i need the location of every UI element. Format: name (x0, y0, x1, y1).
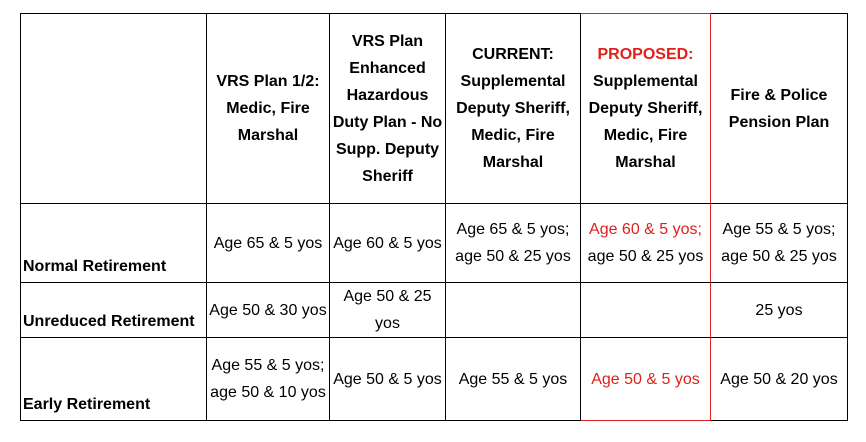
cell-unreduced-proposed (580, 282, 711, 338)
cell-early-enhanced: Age 50 & 5 yos (329, 337, 446, 421)
table-row-unreduced-retirement: Unreduced Retirement Age 50 & 30 yos Age… (20, 282, 848, 338)
retirement-comparison-table: VRS Plan 1/2: Medic, Fire Marshal VRS Pl… (20, 13, 848, 421)
proposed-label: PROPOSED: (597, 46, 694, 63)
cell-unreduced-enhanced: Age 50 & 25 yos (329, 282, 446, 338)
corner-cell (20, 13, 207, 204)
col-header-vrs-enhanced-hazardous: VRS Plan Enhanced Hazardous Duty Plan - … (329, 13, 446, 204)
cell-early-vrs: Age 55 & 5 yos; age 50 & 10 yos (206, 337, 330, 421)
cell-normal-current: Age 65 & 5 yos; age 50 & 25 yos (445, 203, 581, 283)
table-row-early-retirement: Early Retirement Age 55 & 5 yos; age 50 … (20, 337, 848, 421)
cell-normal-enhanced: Age 60 & 5 yos (329, 203, 446, 283)
proposed-normal-rest: age 50 & 25 yos (587, 248, 704, 265)
cell-unreduced-vrs: Age 50 & 30 yos (206, 282, 330, 338)
col-header-proposed: PROPOSED: Supplemental Deputy Sheriff, M… (580, 13, 711, 204)
cell-early-current: Age 55 & 5 yos (445, 337, 581, 421)
row-label-early-retirement: Early Retirement (20, 337, 207, 421)
cell-unreduced-current (445, 282, 581, 338)
cell-early-fire-police: Age 50 & 20 yos (710, 337, 848, 421)
cell-normal-proposed: Age 60 & 5 yos; age 50 & 25 yos (580, 203, 711, 283)
col-header-vrs-plan-1-2: VRS Plan 1/2: Medic, Fire Marshal (206, 13, 330, 204)
cell-unreduced-fire-police: 25 yos (710, 282, 848, 338)
row-label-normal-retirement: Normal Retirement (20, 203, 207, 283)
proposed-plan-name: Supplemental Deputy Sheriff, Medic, Fire… (588, 73, 703, 171)
table-row-normal-retirement: Normal Retirement Age 65 & 5 yos Age 60 … (20, 203, 848, 283)
proposed-normal-change: Age 60 & 5 yos; (589, 221, 702, 238)
col-header-current: CURRENT: Supplemental Deputy Sheriff, Me… (445, 13, 581, 204)
col-header-fire-police-pension: Fire & Police Pension Plan (710, 13, 848, 204)
header-row: VRS Plan 1/2: Medic, Fire Marshal VRS Pl… (20, 13, 848, 204)
cell-normal-vrs: Age 65 & 5 yos (206, 203, 330, 283)
cell-normal-fire-police: Age 55 & 5 yos; age 50 & 25 yos (710, 203, 848, 283)
cell-early-proposed: Age 50 & 5 yos (580, 337, 711, 421)
row-label-unreduced-retirement: Unreduced Retirement (20, 282, 207, 338)
